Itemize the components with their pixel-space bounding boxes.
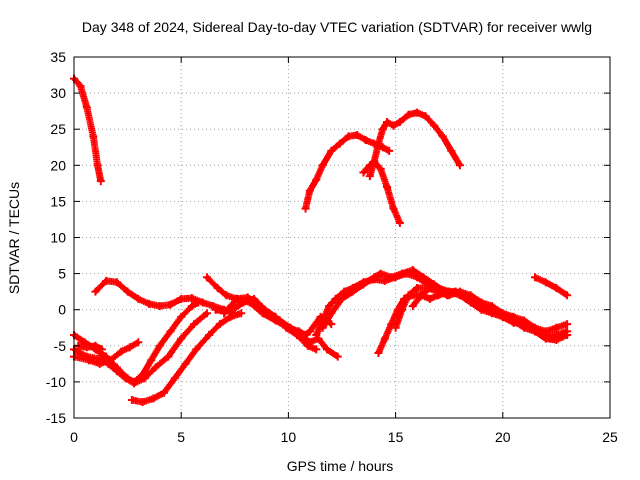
data-marker-trail (72, 339, 141, 367)
data-point (312, 330, 321, 339)
y-tick-label: 20 (50, 157, 66, 173)
y-tick-label: -5 (54, 338, 67, 354)
data-marker-trail (410, 285, 484, 309)
y-axis-title: SDTVAR / TECUs (6, 182, 22, 294)
series-arc13 (365, 108, 464, 181)
x-tick-label: 20 (495, 429, 511, 445)
y-tick-label: -10 (46, 374, 66, 390)
data-point (374, 349, 383, 358)
y-tick-label: 5 (58, 266, 66, 282)
series-arc19 (530, 273, 572, 300)
series-arc9 (211, 294, 321, 354)
data-marker-trail (366, 109, 463, 178)
data-marker-trail (361, 159, 403, 225)
series-arc18 (408, 284, 486, 311)
y-tick-label: 0 (58, 302, 66, 318)
data-marker-trail (72, 311, 209, 386)
series-arc1 (70, 74, 105, 186)
y-tick-label: -15 (46, 410, 66, 426)
y-tick-label: 15 (50, 193, 66, 209)
series-arc12 (359, 157, 404, 228)
series-arc6 (74, 341, 106, 354)
series-arc10 (220, 294, 336, 339)
x-tick-label: 25 (602, 429, 618, 445)
y-tick-label: 25 (50, 121, 66, 137)
data-point (563, 330, 572, 339)
x-axis-title: GPS time / hours (287, 458, 394, 474)
y-tick-label: 30 (50, 85, 66, 101)
data-point (530, 273, 539, 282)
tick-layer: 0 5 10 15 20 25 -15 -10 -5 0 5 10 15 20 25 30 35 (46, 49, 618, 445)
series-arc7 (127, 309, 246, 407)
data-marker-trail (533, 274, 570, 298)
y-tick-label: 10 (50, 230, 66, 246)
data-layer (70, 74, 572, 407)
x-tick-label: 0 (70, 429, 78, 445)
data-marker-trail (71, 76, 104, 183)
y-tick-label: 35 (50, 49, 66, 65)
data-marker-trail (130, 310, 243, 406)
x-tick-label: 15 (388, 429, 404, 445)
x-tick-label: 10 (281, 429, 297, 445)
grid-layer (74, 57, 610, 418)
data-marker-trail (221, 295, 334, 338)
x-tick-label: 5 (177, 429, 185, 445)
chart-title: Day 348 of 2024, Sidereal Day-to-day VTE… (82, 19, 592, 35)
